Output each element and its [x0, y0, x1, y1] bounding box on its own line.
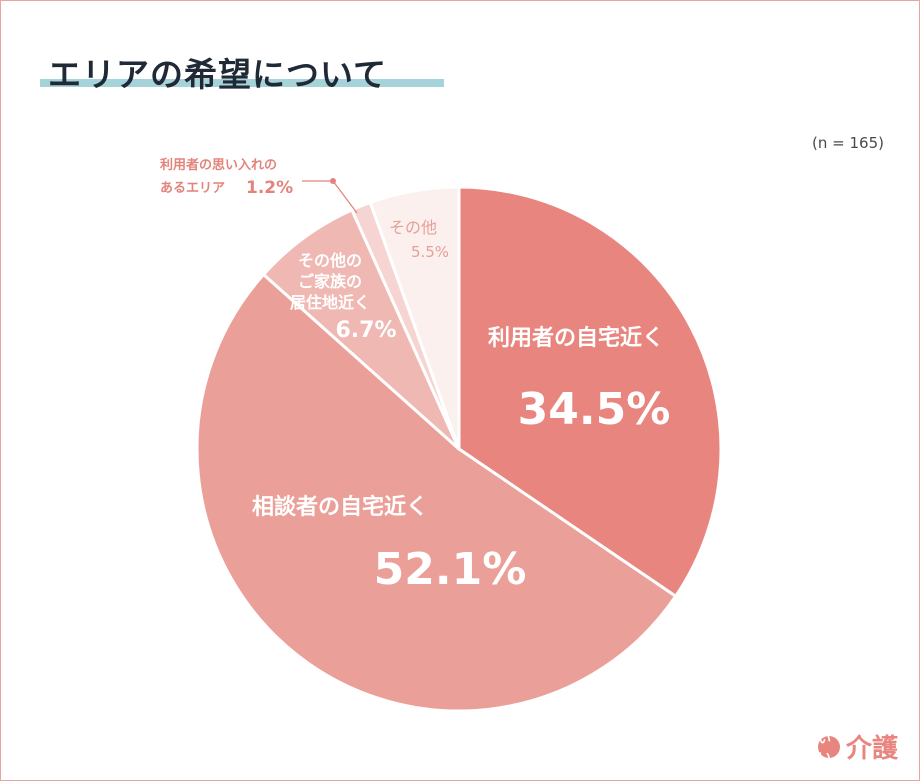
- callout-dot: [330, 178, 336, 184]
- slice-label-attachment-line1: 利用者の思い入れの: [160, 157, 277, 173]
- slice-label-attachment-line2: あるエリア: [160, 181, 225, 196]
- slice-label-consultant-home: 相談者の自宅近く: [252, 494, 428, 520]
- page-title: エリアの希望について: [48, 55, 388, 94]
- pie-slice-4: [368, 185, 461, 451]
- title-block: エリアの希望について: [40, 48, 444, 94]
- slice-value-family: 6.7%: [335, 318, 396, 343]
- sample-size: (n = 165): [812, 134, 884, 152]
- pie-slice-2: [262, 208, 461, 451]
- pie-slice-0: [457, 185, 723, 598]
- slice-value-attachment: 1.2%: [246, 178, 293, 198]
- pie-labels: 利用者の自宅近く 34.5% 相談者の自宅近く 52.1% その他の ご家族の …: [160, 157, 670, 595]
- pie-slices: [195, 185, 723, 713]
- slice-label-user-home: 利用者の自宅近く: [488, 325, 664, 351]
- slice-label-other: その他: [389, 218, 437, 237]
- slice-label-family-line2: ご家族の: [298, 272, 362, 291]
- slice-value-user-home: 34.5%: [518, 384, 671, 435]
- brand-mark: いい: [817, 732, 840, 766]
- slice-value-other: 5.5%: [411, 243, 449, 261]
- callout-leader-line: [302, 180, 358, 214]
- pie-slice-1: [195, 273, 678, 713]
- slice-value-consultant-home: 52.1%: [374, 544, 527, 595]
- slice-label-family-line1: その他の: [298, 251, 362, 270]
- slice-label-family-line3: 居住地近く: [290, 293, 370, 312]
- brand-word: 介護: [845, 734, 898, 764]
- title-underline: [40, 79, 444, 87]
- brand-logo: いい 介護: [817, 728, 898, 766]
